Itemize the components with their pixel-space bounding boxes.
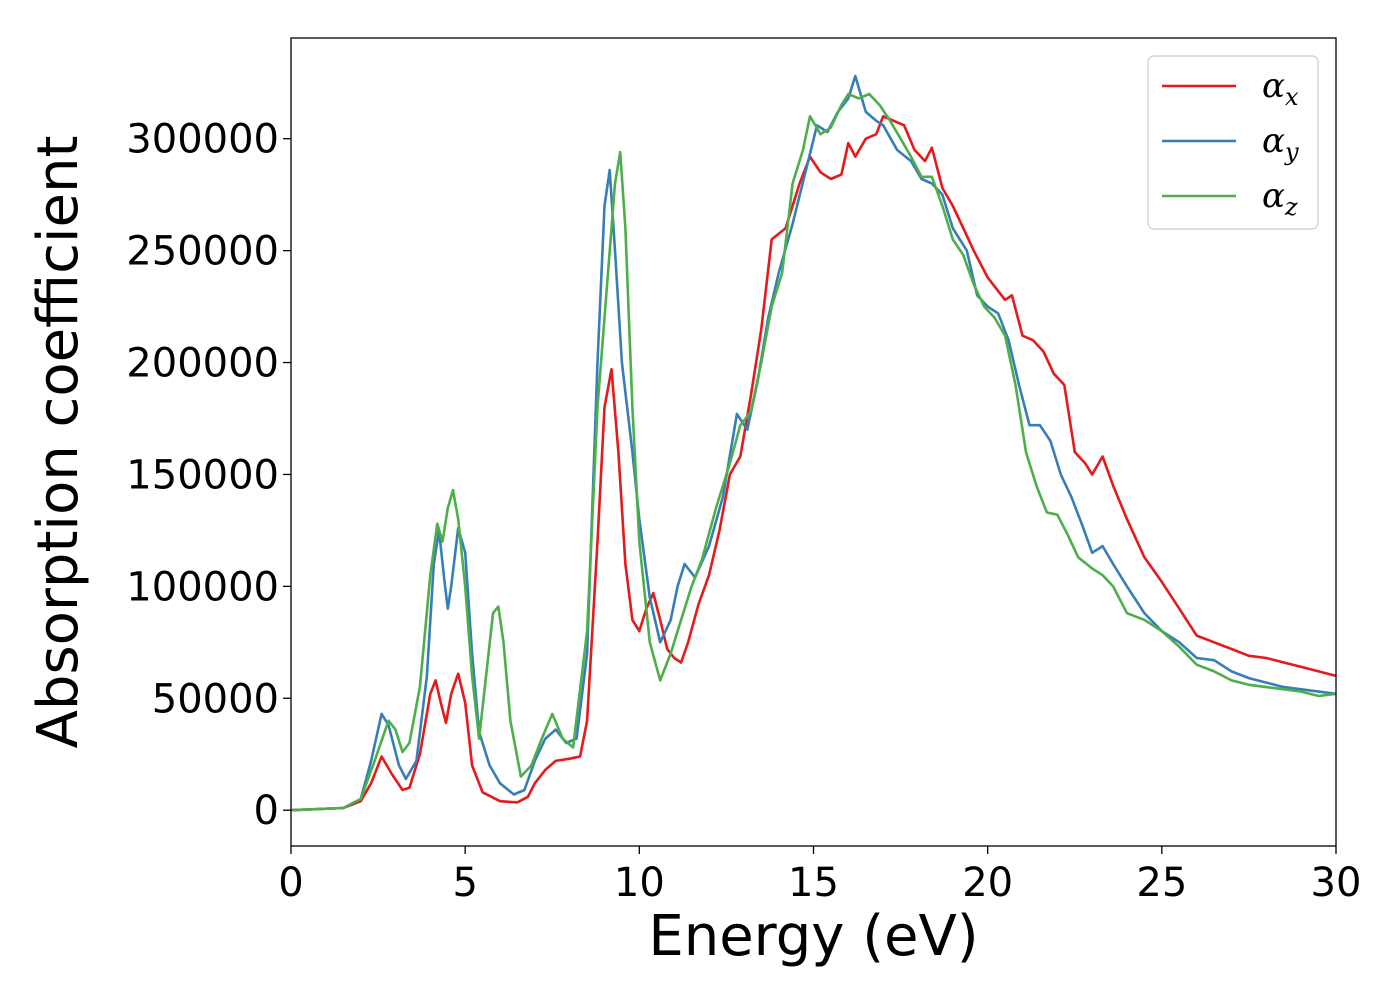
legend-label-sub: z (1284, 193, 1298, 221)
series-line-x (291, 115, 1336, 812)
series-line-z (291, 92, 1336, 812)
x-tick-label: 20 (962, 860, 1013, 906)
y-tick-label: 300000 (126, 117, 279, 163)
y-tick-label: 50000 (152, 676, 279, 722)
x-axis-label: Energy (eV) (648, 904, 978, 969)
legend-label-z: αz (1262, 176, 1298, 221)
legend-label-main: α (1262, 66, 1285, 106)
y-tick-label: 100000 (126, 564, 279, 610)
legend-label-sub: x (1285, 83, 1299, 111)
y-axis-ticks: 0 50000 100000 150000 200000 250000 300000 (126, 117, 291, 834)
x-axis-ticks: 0 5 10 15 20 25 30 (278, 846, 1361, 906)
legend-box (1147, 55, 1319, 230)
legend-label-x: αx (1262, 66, 1299, 111)
y-tick-label: 0 (254, 788, 279, 834)
x-tick-label: 10 (614, 860, 665, 906)
legend-label-y: αy (1262, 121, 1299, 166)
legend-label-main: α (1262, 176, 1285, 216)
x-tick-label: 5 (452, 860, 477, 906)
series-layer (291, 74, 1336, 812)
y-tick-label: 150000 (126, 452, 279, 498)
x-tick-label: 30 (1311, 860, 1362, 906)
x-tick-label: 0 (278, 860, 303, 906)
y-tick-label: 200000 (126, 341, 279, 387)
x-tick-label: 25 (1136, 860, 1187, 906)
legend-label-sub: y (1284, 138, 1299, 166)
y-axis-label: Absorption coefficient (26, 136, 91, 749)
y-tick-label: 250000 (126, 229, 279, 275)
legend-label-main: α (1262, 121, 1285, 161)
x-tick-label: 15 (788, 860, 839, 906)
